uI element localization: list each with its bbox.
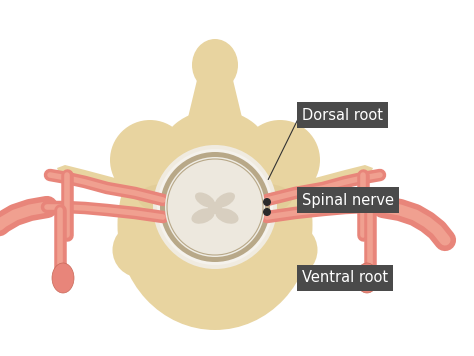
Ellipse shape — [356, 263, 378, 293]
Ellipse shape — [192, 39, 238, 91]
Ellipse shape — [160, 110, 270, 200]
Text: Ventral root: Ventral root — [302, 271, 388, 286]
Ellipse shape — [240, 120, 320, 200]
Ellipse shape — [263, 222, 318, 277]
Circle shape — [263, 198, 271, 206]
Text: Spinal nerve: Spinal nerve — [302, 193, 394, 208]
Ellipse shape — [242, 184, 292, 212]
Ellipse shape — [215, 193, 235, 208]
Circle shape — [157, 149, 273, 265]
Circle shape — [167, 159, 263, 255]
Ellipse shape — [112, 222, 167, 277]
Ellipse shape — [170, 151, 260, 185]
Ellipse shape — [138, 184, 188, 212]
Ellipse shape — [208, 202, 222, 214]
Ellipse shape — [110, 120, 190, 200]
Ellipse shape — [195, 193, 215, 208]
Circle shape — [263, 208, 271, 216]
Polygon shape — [185, 80, 245, 130]
Circle shape — [165, 157, 265, 257]
Ellipse shape — [216, 208, 238, 224]
Polygon shape — [285, 165, 373, 198]
Ellipse shape — [191, 208, 215, 224]
Circle shape — [153, 145, 277, 269]
Ellipse shape — [118, 120, 312, 330]
Ellipse shape — [52, 263, 74, 293]
Polygon shape — [57, 165, 145, 198]
Circle shape — [160, 152, 270, 262]
Text: Dorsal root: Dorsal root — [302, 108, 383, 122]
